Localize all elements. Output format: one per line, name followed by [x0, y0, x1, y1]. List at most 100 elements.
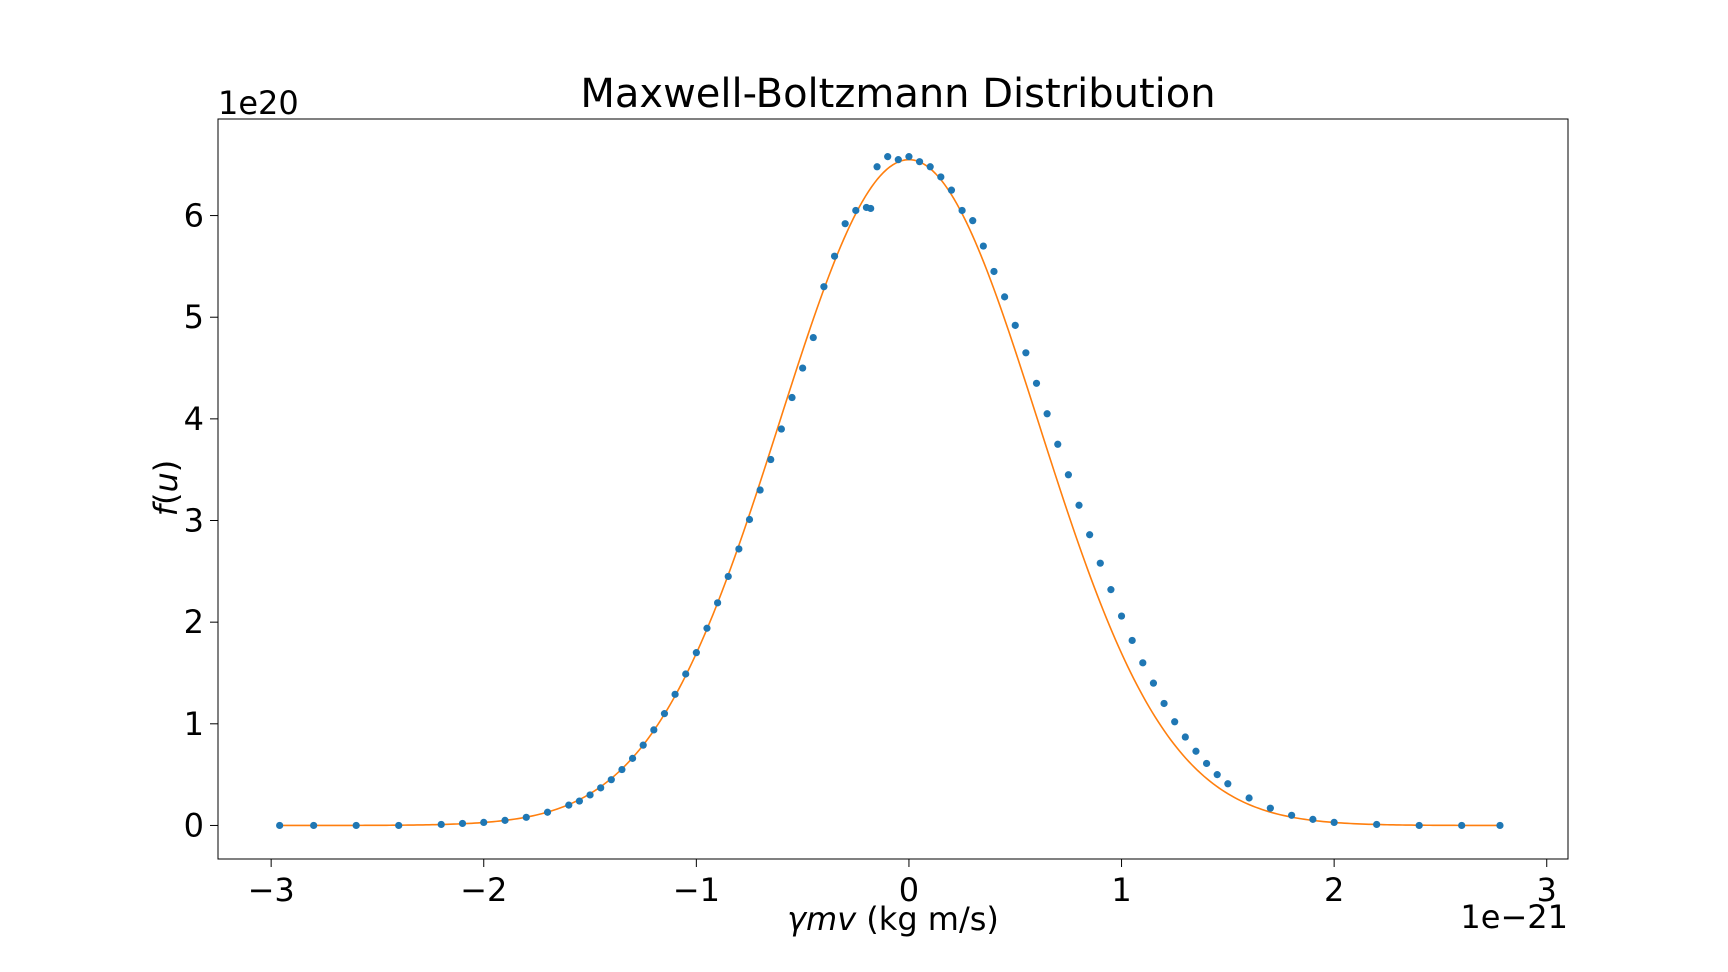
data-point [969, 217, 977, 225]
data-point [788, 393, 796, 402]
data-point [395, 821, 403, 830]
data-point [756, 486, 764, 494]
data-point [714, 599, 722, 607]
data-point [1001, 293, 1009, 301]
data-point [1373, 820, 1381, 829]
y-tick-label: 3 [184, 502, 204, 540]
data-point [522, 813, 530, 821]
data-point [437, 820, 445, 829]
data-point [310, 821, 318, 830]
data-point [639, 741, 647, 749]
data-point [1266, 804, 1274, 812]
data-point [1496, 821, 1504, 830]
data-point [1022, 349, 1030, 357]
data-point [830, 252, 839, 260]
y-tick-label: 6 [184, 197, 204, 235]
data-point [1117, 612, 1126, 620]
data-point [1245, 794, 1253, 802]
data-point [1054, 440, 1062, 448]
data-point [1086, 531, 1094, 539]
y-tick-label: 2 [184, 603, 204, 641]
data-point [586, 791, 594, 799]
data-point [575, 797, 584, 805]
data-point [1107, 586, 1115, 594]
chart-title: Maxwell-Boltzmann Distribution [580, 71, 1215, 117]
data-points-layer [276, 153, 1504, 830]
data-point [1149, 679, 1158, 687]
data-point [650, 726, 658, 734]
y-axis-label: f(u) [147, 460, 185, 517]
data-point [1415, 821, 1423, 830]
data-point [1096, 559, 1104, 567]
data-point [1011, 321, 1019, 329]
x-tick-label: 1 [1111, 871, 1131, 909]
data-point [820, 283, 828, 291]
data-point [1139, 659, 1147, 667]
x-tick-label: 3 [1537, 871, 1557, 909]
data-point [1213, 771, 1221, 779]
data-point [1043, 410, 1051, 418]
data-point [905, 153, 913, 161]
data-point [480, 818, 488, 827]
data-point [1064, 471, 1072, 479]
data-point [1330, 818, 1338, 827]
data-point [979, 242, 987, 250]
data-point [618, 765, 626, 774]
data-point [1288, 811, 1296, 819]
y-offset-label: 1e20 [218, 84, 299, 122]
data-point [767, 455, 775, 464]
data-point [1075, 501, 1083, 509]
x-offset-label: 1e−21 [1460, 898, 1568, 936]
plot-area-frame [217, 118, 1569, 860]
data-point [671, 690, 679, 698]
x-tick-label: 0 [899, 871, 919, 909]
data-point [1032, 379, 1041, 387]
data-point [276, 821, 284, 830]
data-point [745, 515, 754, 524]
data-point [799, 364, 807, 372]
data-point [352, 821, 360, 830]
data-point [894, 156, 902, 164]
data-point [926, 163, 934, 171]
y-tick-label: 1 [184, 705, 204, 743]
data-point [867, 204, 875, 213]
data-point [990, 267, 998, 276]
data-point [692, 649, 700, 657]
data-point [777, 425, 785, 433]
x-axis-label: γmv (kg m/s) [787, 900, 999, 938]
fit-curve [279, 158, 1500, 827]
y-tick-label: 0 [184, 806, 204, 844]
data-point [1458, 821, 1466, 830]
data-point [1192, 747, 1200, 755]
y-axis-ticks: 0 1 2 3 4 5 6 [184, 197, 218, 844]
data-point [937, 173, 945, 181]
x-tick-label: −1 [673, 871, 720, 909]
data-point [543, 808, 552, 816]
data-point [1309, 815, 1317, 823]
data-point [682, 670, 690, 678]
data-point [884, 153, 892, 161]
data-point [724, 572, 732, 581]
x-tick-label: −3 [248, 871, 295, 909]
data-point [703, 624, 711, 632]
data-point [841, 220, 849, 228]
data-point [660, 710, 669, 718]
data-point [958, 206, 966, 215]
data-point [947, 186, 956, 194]
x-tick-label: 2 [1324, 871, 1344, 909]
data-point [1224, 780, 1232, 788]
data-point [915, 158, 924, 166]
data-point [735, 545, 743, 553]
y-tick-label: 5 [184, 298, 204, 336]
x-axis-ticks: −3 −2 −1 0 1 2 3 [248, 859, 1557, 909]
data-point [1160, 699, 1168, 708]
x-tick-label: −2 [460, 871, 507, 909]
data-point [809, 333, 817, 342]
data-point [1181, 733, 1189, 741]
data-point [628, 754, 637, 762]
data-point [1171, 718, 1179, 726]
data-point [1202, 759, 1211, 768]
data-point [852, 206, 860, 215]
data-point [1128, 636, 1136, 645]
